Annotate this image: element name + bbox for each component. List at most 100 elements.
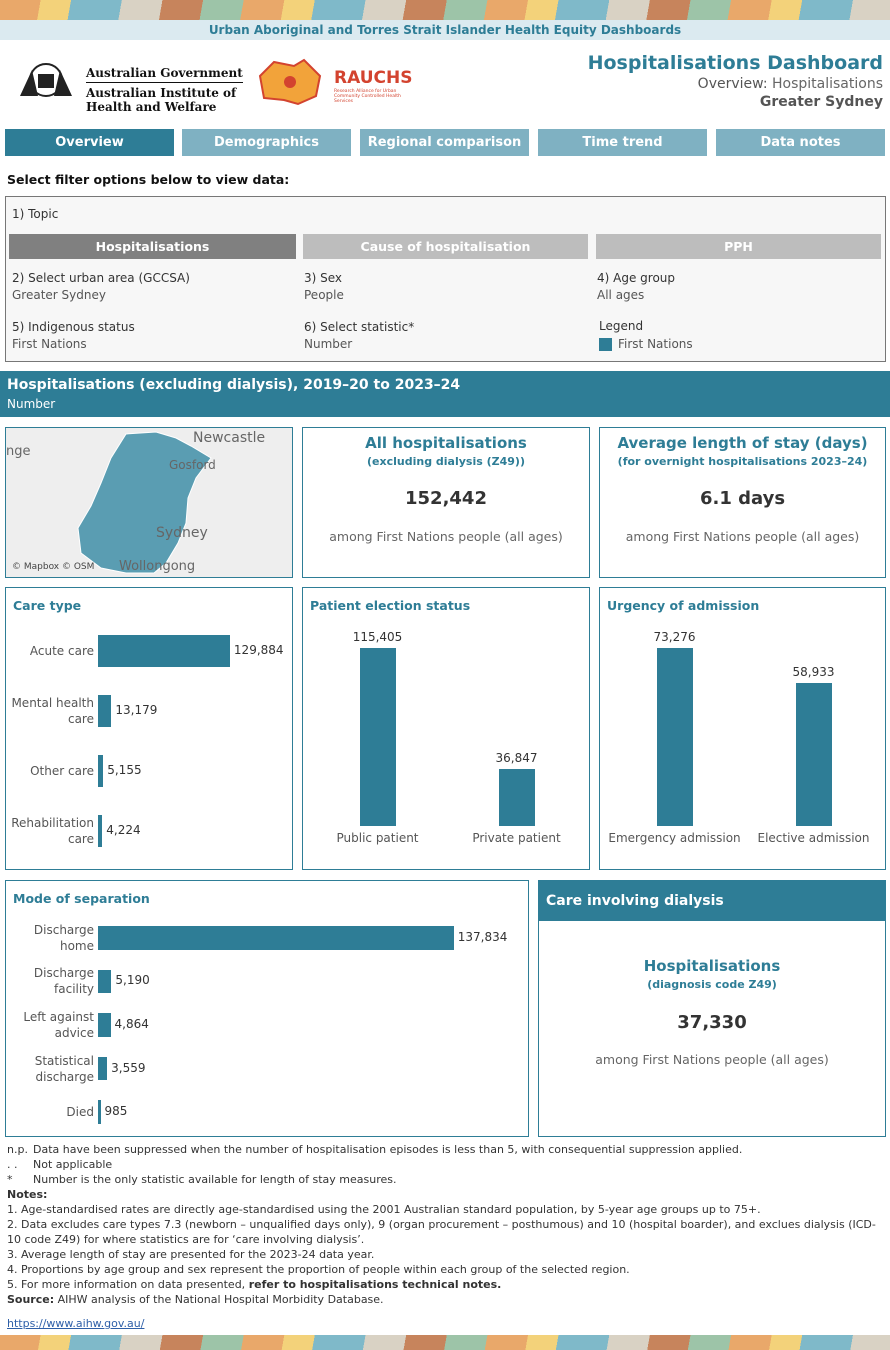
value-label: 4,864 [114,1017,149,1031]
rauchs-logo [254,56,326,112]
topic-button[interactable]: PPH [596,234,881,259]
category-label: Left against advice [23,1010,94,1040]
tab[interactable]: Demographics [182,129,351,156]
filter[interactable]: 4) Age group All ages [597,271,675,302]
note: 4. Proportions by age group and sex repr… [7,1263,630,1276]
filter-value: People [304,288,344,302]
filter-label: 3) Sex [304,271,343,285]
category-label: Discharge facility [33,966,94,997]
banner: Urban Aboriginal and Torres Strait Islan… [0,20,890,40]
topic-button[interactable]: Cause of hospitalisation [303,234,588,259]
filter-value: Greater Sydney [12,288,106,302]
kpi-value: 6.1 days [699,488,786,509]
source-text: AIHW analysis of the National Hospital M… [54,1293,384,1306]
category-label: Elective admission [757,831,870,845]
value-label: 36,847 [495,751,538,766]
dialysis-subtitle: (diagnosis code Z49) [647,978,777,991]
legend-text: First Nations [618,337,693,351]
filter-label: 4) Age group [597,271,676,285]
rauchs-sub: Research Alliance for Urban Community Co… [334,89,401,104]
filter-label: 2) Select urban area (GCCSA) [12,271,190,285]
category-label: Other care [30,764,94,778]
filter[interactable]: 5) Indigenous status First Nations [12,320,135,351]
footnote-text: Number is the only statistic available f… [33,1173,397,1186]
category-label: Discharge home [33,922,94,953]
filter-prompt: Select filter options below to view data… [7,172,290,187]
category-label: Statistical discharge [34,1053,94,1084]
footnote-symbol: * [7,1173,13,1186]
gov-line: Australian Institute of [86,86,237,100]
bar [98,926,454,950]
note: 1. Age-standardised rates are directly a… [7,1203,761,1216]
filter[interactable]: 6) Select statistic* Number [304,320,414,351]
filter-box: 1) Topic Hospitalisations Cause of hospi… [5,196,886,362]
kpi-card: Average length of stay (days) (for overn… [599,427,886,578]
category-label: Private patient [472,831,561,845]
tab[interactable]: Data notes [716,129,885,156]
filter[interactable]: 2) Select urban area (GCCSA) Greater Sydn… [12,271,190,302]
kpi-note: among First Nations people (all ages) [625,529,860,544]
filter-value: Number [304,337,353,351]
dialysis-card: Care involving dialysis Hospitalisations… [538,880,886,1137]
topic-label: 1) Topic [12,207,59,221]
link[interactable]: https://www.aihw.gov.au/ [7,1317,145,1330]
footnotes: n.p. Data have been suppressed when the n… [7,1142,887,1307]
chart-title: Urgency of admission [607,598,760,613]
map-label: Wollongong [119,559,196,574]
tab[interactable]: Time trend [538,129,707,156]
bar [98,634,230,668]
dialysis-value: 37,330 [677,1012,747,1033]
value-label: 4,224 [106,823,141,837]
footnote-text: Data have been suppressed when the numbe… [33,1143,743,1156]
overview-value: Hospitalisations [772,76,883,92]
filter[interactable]: 3) Sex People [304,271,344,302]
topic-button[interactable]: Hospitalisations [9,234,296,259]
category-label: Emergency admission [608,831,741,845]
region: Greater Sydney [759,94,883,110]
kpi-value: 152,442 [405,488,487,509]
chart-title: Patient election status [310,598,471,613]
note-text: 5. For more information on data presente… [7,1278,249,1291]
note-link[interactable]: refer to hospitalisations technical note… [248,1278,502,1291]
category-label: Acute care [29,644,94,658]
legend: Legend First Nations [599,319,693,351]
map [77,431,212,574]
filter-label: 5) Indigenous status [12,320,135,334]
chart-panel: Mode of separation Discharge home 137,834 D… [5,880,529,1137]
notes-label: Notes: [7,1188,48,1201]
gov-logo [12,56,80,108]
value-label: 58,933 [792,665,835,680]
source-label: Source: [7,1293,55,1306]
filter-label: 6) Select statistic* [304,320,415,334]
bar [98,814,103,848]
bar [98,694,112,728]
gov-line: Health and Welfare [86,100,217,114]
note: 2. Data excludes care types 7.3 (newborn… [7,1218,876,1246]
dialysis-note: among First Nations people (all ages) [595,1052,829,1067]
overview-line: Overview: Hospitalisations [588,76,883,92]
value-label: 985 [104,1104,128,1119]
kpi-note: among First Nations people (all ages) [329,529,563,544]
header: Hospitalisations Dashboard Overview: Hos… [588,52,883,110]
chart-panel: Care type Acute care 129,884 Mental health … [5,587,293,870]
rauchs-map [258,58,322,106]
tab[interactable]: Regional comparison [360,129,529,156]
note: 5. For more information on data presente… [7,1277,887,1292]
map-credit: © Mapbox © OSM [12,562,95,572]
category-label: Died [66,1105,94,1120]
bar [98,1100,101,1124]
value-label: 3,559 [111,1060,146,1075]
value-label: 129,884 [233,643,284,657]
map-label: Sydney [156,525,208,541]
rauchs-name: RAUCHS [334,68,413,88]
bar [795,683,832,826]
map-label: Gosford [169,458,216,472]
value-label: 115,405 [352,630,403,645]
legend-entry: First Nations [599,337,693,351]
legend-swatch [599,337,612,351]
decor-top [0,0,890,20]
tab[interactable]: Overview [5,129,174,156]
category-label: Mental health care [11,696,94,726]
bar [98,1056,108,1081]
